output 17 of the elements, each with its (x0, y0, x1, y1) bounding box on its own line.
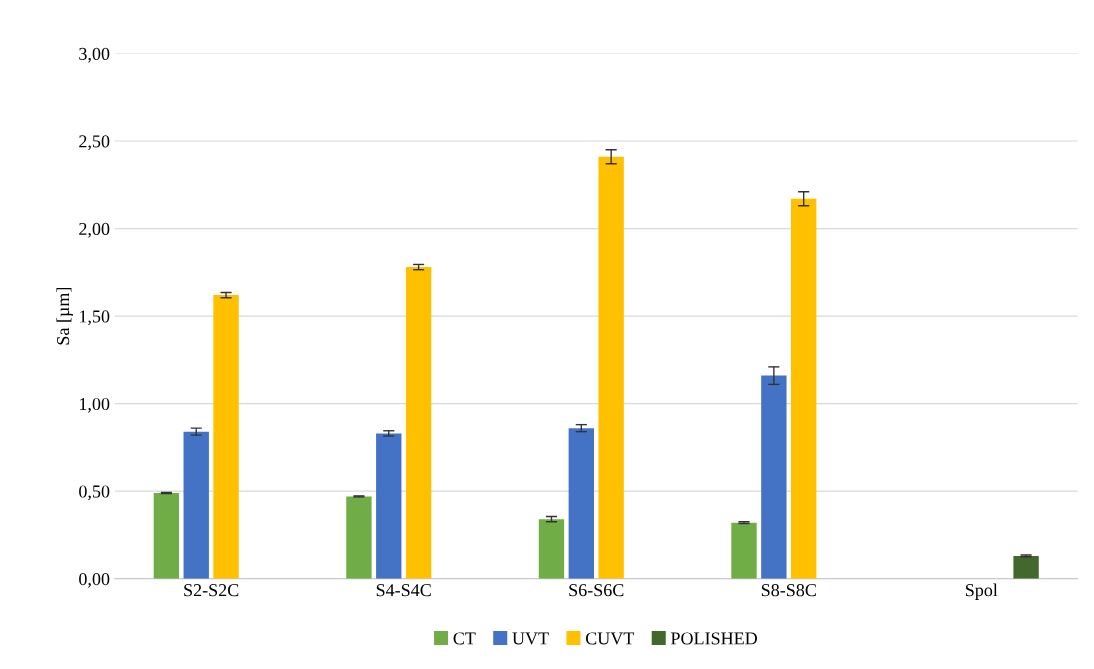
y-tick-label: 1,00 (80, 397, 110, 413)
y-tick-label: 0,50 (79, 485, 110, 501)
legend-label: UVT (512, 632, 549, 645)
y-tick-label: 2,00 (79, 222, 110, 238)
x-tick-label: Spol (965, 583, 998, 600)
x-tick-label: S8-S8C (761, 584, 816, 597)
y-tick-label: 3,00 (79, 47, 110, 63)
y-tick-label: 2,50 (79, 135, 110, 151)
y-tick-label: 1,50 (80, 310, 110, 326)
x-tick-label: S2-S2C (184, 584, 239, 597)
y-axis-title: Sa [µm] (56, 287, 73, 345)
x-tick-label: S4-S4C (376, 584, 431, 597)
y-tick-label: 0,00 (79, 572, 110, 588)
legend-label: POLISHED (670, 632, 757, 645)
x-tick-label: S6-S6C (569, 584, 624, 597)
legend-label: CT (453, 632, 476, 645)
legend-label: CUVT (585, 632, 635, 645)
